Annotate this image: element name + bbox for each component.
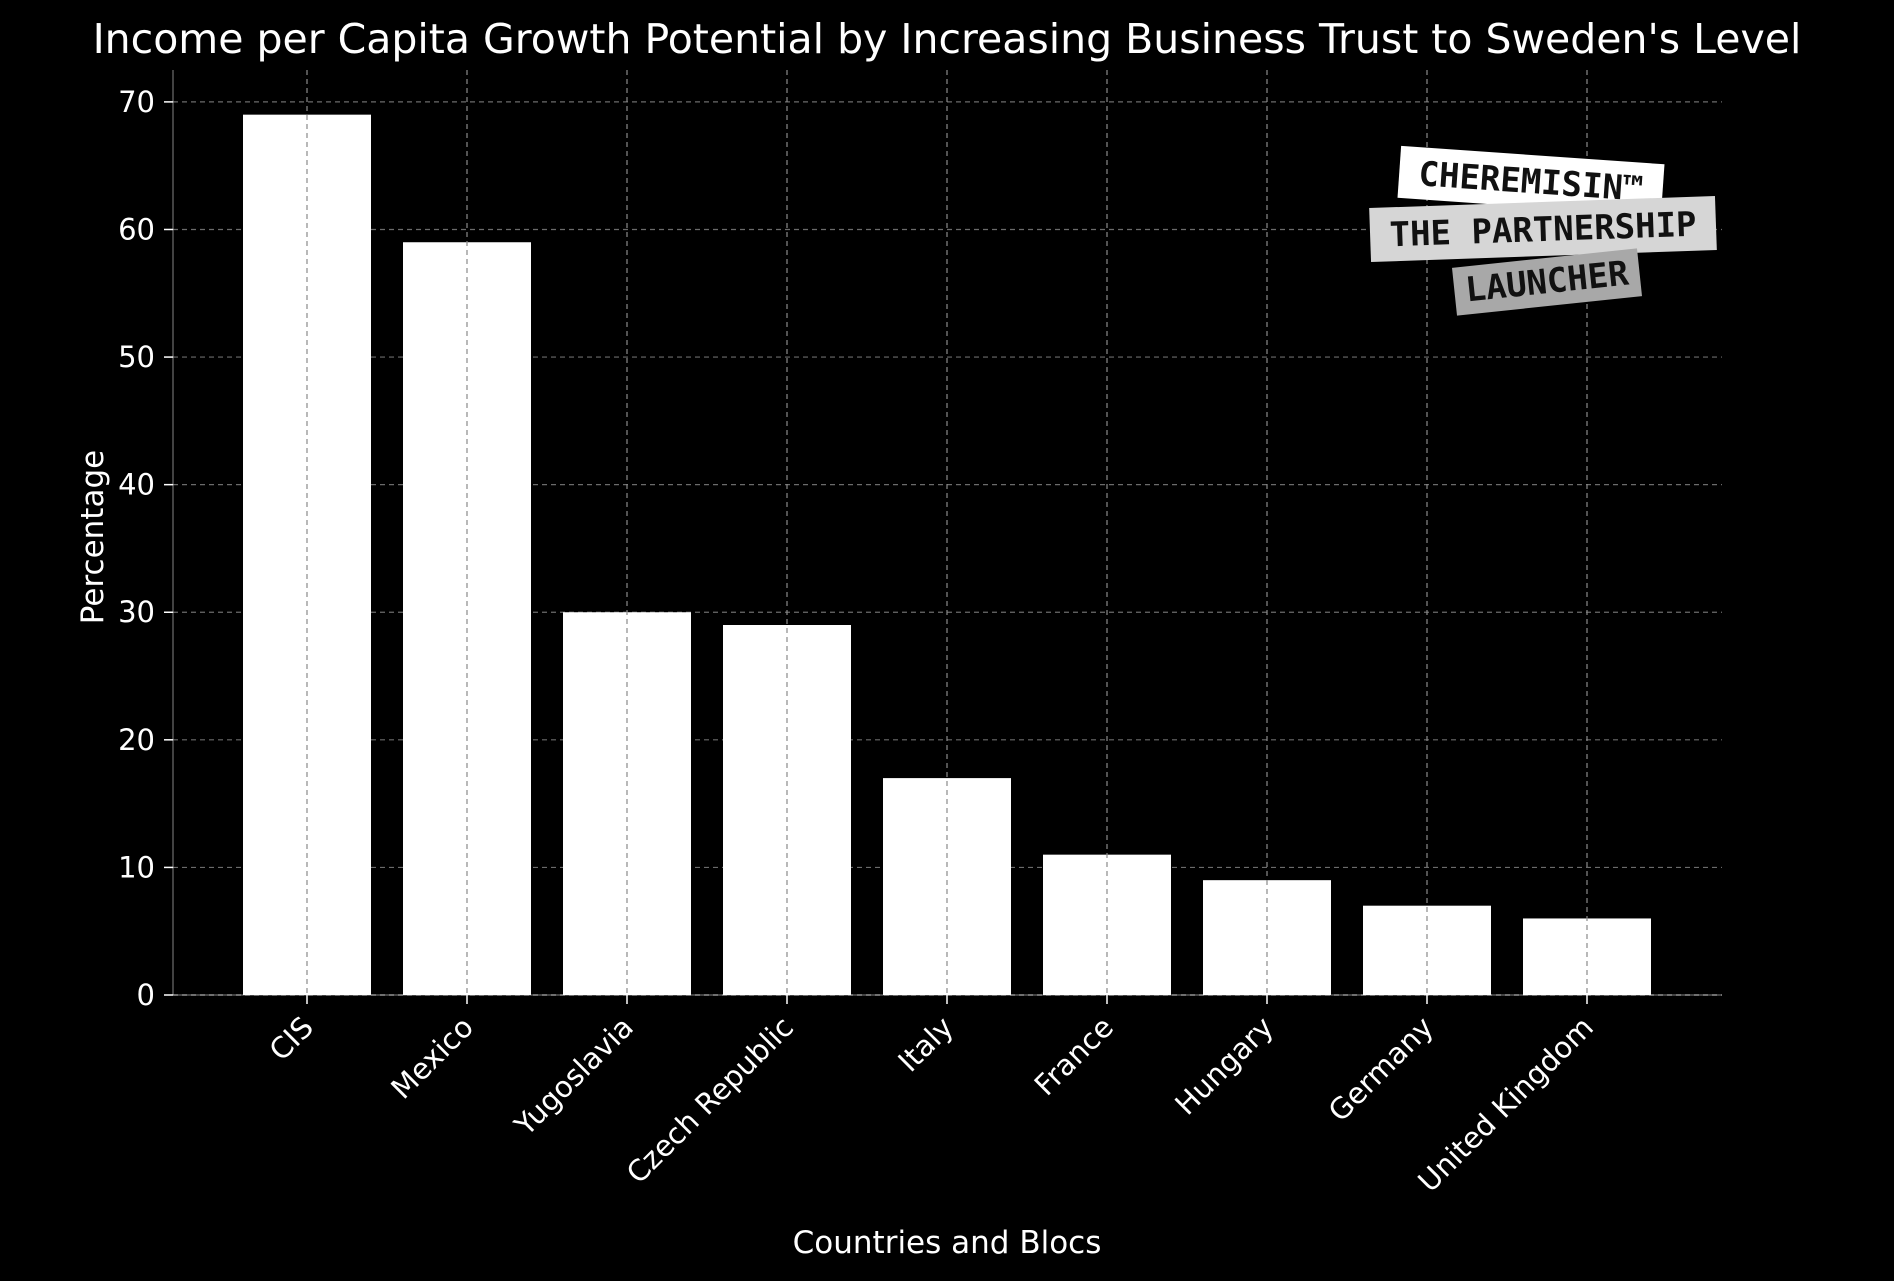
- y-tick-label: 20: [118, 723, 155, 757]
- y-tick-label: 60: [118, 212, 155, 246]
- watermark-logo: CHEREMISIN™ THE PARTNERSHIP LAUNCHER: [1369, 145, 1717, 316]
- y-tick-labels: 0 10 20 30 40 50 60 70: [118, 85, 155, 1012]
- y-tick-label: 70: [118, 85, 155, 119]
- y-tick-label: 10: [118, 850, 155, 884]
- watermark-tag-2: [1369, 195, 1717, 263]
- y-tick-label: 30: [118, 595, 155, 629]
- chart-title: Income per Capita Growth Potential by In…: [93, 15, 1802, 63]
- watermark-tag-1: [1397, 145, 1665, 217]
- y-tick-label: 50: [118, 340, 155, 374]
- x-axis-label: Countries and Blocs: [793, 1225, 1102, 1261]
- watermark-tag-3: [1452, 248, 1642, 316]
- axes: [164, 70, 1722, 1004]
- y-tick-label: 0: [137, 978, 155, 1012]
- y-tick-label: 40: [118, 468, 155, 502]
- bar-italy: [883, 778, 1011, 995]
- y-axis-label: Percentage: [75, 450, 111, 624]
